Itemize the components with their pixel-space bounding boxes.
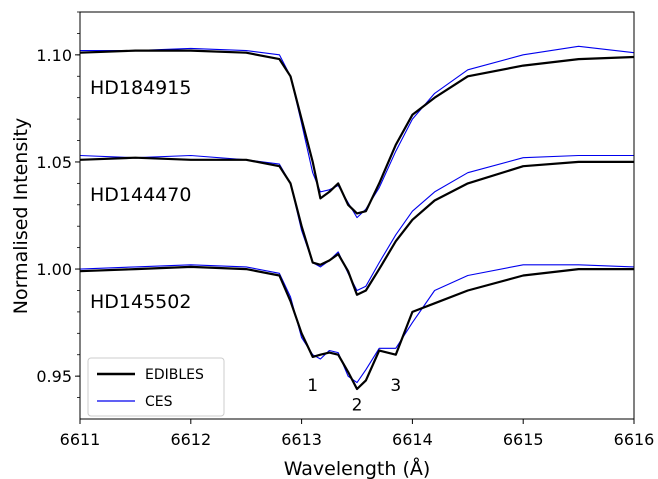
x-tick-label-6611: 6611 [60, 430, 101, 449]
y-tick-label-1.05: 1.05 [36, 153, 72, 172]
series-layer [79, 45, 635, 391]
y-tick-label-1.00: 1.00 [36, 260, 72, 279]
series-line-edibles-hd144470 [79, 156, 634, 296]
plot-frame [79, 11, 635, 420]
x-tick-label-6614: 6614 [392, 430, 433, 449]
star-label-hd145502: HD145502 [90, 291, 191, 313]
x-tick-label-6616: 6616 [614, 430, 655, 449]
y-tick-label-1.10: 1.10 [36, 46, 72, 65]
star-label-hd184915: HD184915 [90, 77, 191, 99]
legend-label-edibles: EDIBLES [145, 367, 204, 383]
peak-label-2: 2 [352, 395, 363, 415]
plot-area [80, 12, 634, 419]
x-tick-label-6615: 6615 [503, 430, 544, 449]
x-tick-label-6613: 6613 [281, 430, 322, 449]
series-line-edibles-hd145502 [79, 265, 634, 391]
legend-label-ces: CES [145, 394, 173, 410]
series-line-edibles-hd184915 [79, 49, 635, 215]
y-axis-label: Normalised Intensity [10, 118, 32, 314]
x-axis-label: Wavelength (Å) [284, 457, 431, 479]
y-tick-label-0.95: 0.95 [36, 367, 72, 386]
ticks-layer: 6611 6612 6613 6614 6615 6616 0.95 1.00 1.05 1.10 [36, 11, 655, 449]
labels-layer: HD184915 HD144470 HD145502 1 2 3 [90, 77, 401, 415]
star-label-hd144470: HD144470 [90, 184, 191, 206]
legend: EDIBLES CES [87, 357, 225, 417]
peak-label-3: 3 [390, 376, 401, 396]
peak-label-1: 1 [307, 376, 318, 396]
x-tick-label-6612: 6612 [170, 430, 211, 449]
